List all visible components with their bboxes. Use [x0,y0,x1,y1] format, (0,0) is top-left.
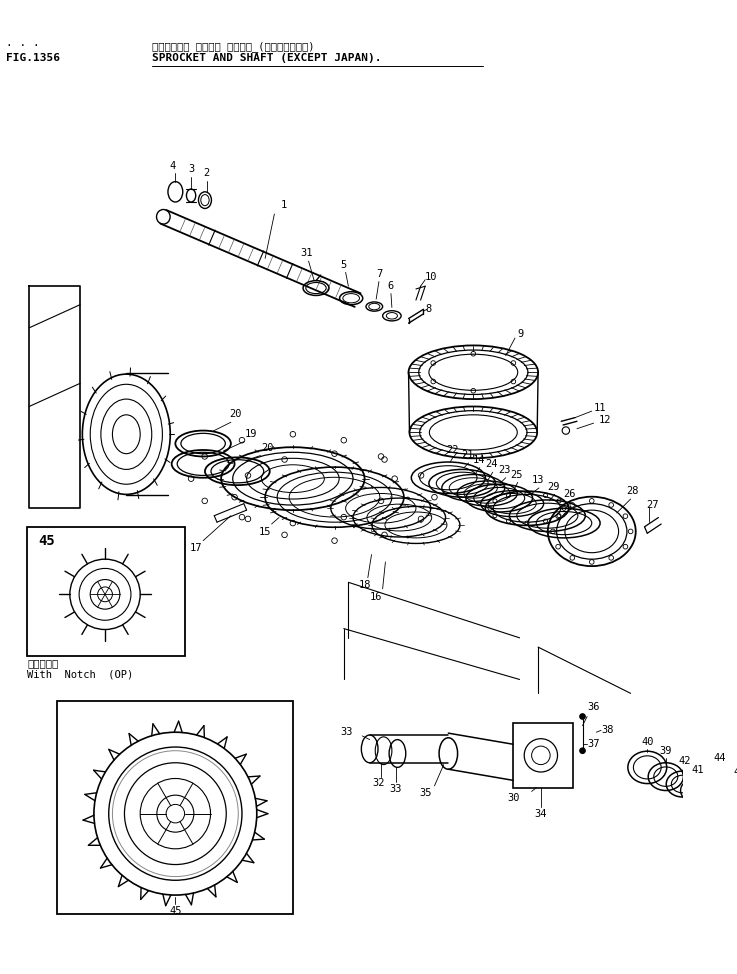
Text: 14: 14 [472,455,485,465]
Text: 17: 17 [189,543,202,553]
Text: 13: 13 [532,475,545,485]
Text: 15: 15 [259,527,271,537]
Text: 28: 28 [626,486,639,497]
Text: SPROCKET AND SHAFT (EXCEPT JAPAN).: SPROCKET AND SHAFT (EXCEPT JAPAN). [153,53,382,63]
Text: 44: 44 [713,753,726,763]
Text: 33: 33 [389,784,402,794]
Text: 12: 12 [598,415,611,426]
Text: 26: 26 [563,489,576,499]
Text: スプロケット オヨビー シャフト_(カイガイニャク): スプロケット オヨビー シャフト_(カイガイニャク) [153,41,315,52]
Text: 36: 36 [587,702,600,712]
Text: 31: 31 [301,248,313,258]
Circle shape [580,714,585,719]
Text: 41: 41 [692,765,705,774]
Text: 23: 23 [498,465,511,475]
Text: 11: 11 [593,403,606,413]
Text: 33: 33 [340,728,353,737]
Text: 38: 38 [601,726,613,735]
Text: 18: 18 [359,581,371,590]
Text: 2: 2 [203,168,210,178]
Text: 45: 45 [38,534,55,548]
Text: 21: 21 [461,450,474,460]
Text: 16: 16 [370,591,383,602]
Text: With  Notch  (OP): With Notch (OP) [27,669,133,679]
Text: 24: 24 [486,460,498,469]
Text: 35: 35 [419,788,431,798]
Text: 32: 32 [373,778,385,789]
Bar [57,700,293,914]
Text: 6: 6 [387,281,393,291]
Text: 25: 25 [511,469,523,479]
Text: 8: 8 [425,304,431,315]
Text: 10: 10 [425,272,438,281]
Text: 20: 20 [229,408,242,419]
Text: 45: 45 [169,906,181,917]
Text: 4: 4 [170,161,175,170]
Circle shape [580,748,585,754]
Text: 27: 27 [646,500,659,509]
Text: 切り欠き付: 切り欠き付 [27,658,58,668]
Text: 40: 40 [641,737,654,747]
Text: 39: 39 [660,746,672,756]
Text: 3: 3 [188,165,195,174]
Text: 20: 20 [262,443,274,453]
Text: FIG.1356: FIG.1356 [6,53,60,63]
Text: 9: 9 [517,329,524,339]
Text: 42: 42 [678,756,691,766]
Bar [27,527,184,656]
Text: 37: 37 [587,739,600,749]
Text: 19: 19 [245,429,257,439]
Text: 7: 7 [376,269,382,279]
Text: 29: 29 [548,481,560,492]
Text: 5: 5 [340,259,347,270]
Text: 34: 34 [534,809,547,819]
Bar [513,723,573,788]
Text: 43: 43 [733,767,737,777]
Text: 22: 22 [446,444,458,455]
Text: · · ·: · · · [6,41,40,51]
Text: 1: 1 [281,201,287,210]
Text: 30: 30 [507,793,520,804]
